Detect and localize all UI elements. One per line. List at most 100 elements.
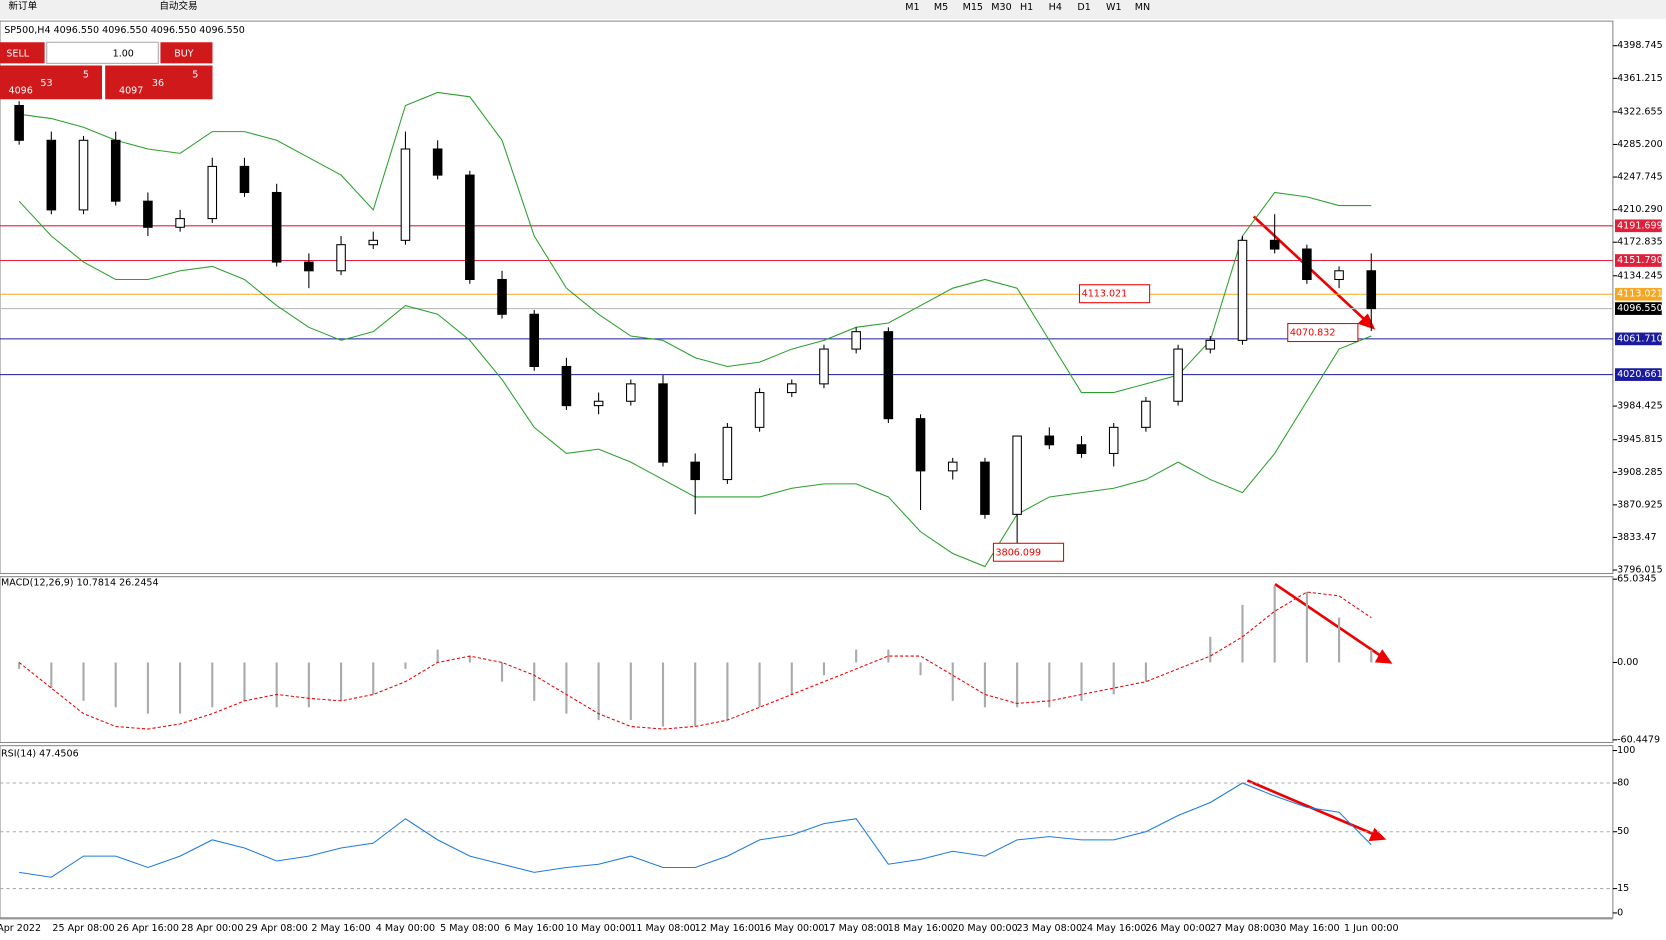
y-tick-label: 3870.925 — [1617, 499, 1663, 510]
timeframe-button[interactable]: M30 — [991, 2, 1011, 13]
main-panel — [0, 20, 1614, 575]
candle-body — [947, 461, 958, 472]
ask-box[interactable] — [105, 65, 213, 100]
timeframe-button[interactable]: H4 — [1049, 2, 1062, 13]
y-tick-label: 80 — [1617, 778, 1629, 789]
timeframe-button[interactable]: M15 — [963, 2, 983, 13]
buy-label[interactable]: BUY — [174, 48, 194, 59]
candle-body — [1334, 270, 1344, 281]
timeframe-button[interactable]: W1 — [1106, 2, 1122, 13]
y-tick-label: 100 — [1617, 745, 1635, 756]
candle-body — [754, 392, 765, 428]
y-tick-label: 3945.815 — [1617, 434, 1663, 445]
level-label: 4096.550 — [1617, 303, 1663, 314]
x-tick-label: 11 May 08:00 — [630, 923, 695, 934]
candle-body — [819, 348, 829, 385]
ask-main: 36 — [152, 78, 164, 89]
level-label: 4020.661 — [1617, 369, 1663, 380]
timeframe-button[interactable]: H1 — [1020, 2, 1033, 13]
x-tick-label: 27 May 08:00 — [1210, 923, 1275, 934]
candle-body — [980, 461, 990, 515]
y-tick-label: 50 — [1617, 826, 1629, 837]
buy-button[interactable] — [160, 42, 213, 64]
y-tick-label: 3908.285 — [1617, 467, 1663, 478]
signal-line — [18, 591, 1372, 730]
bid-box[interactable] — [0, 65, 102, 100]
bollinger-band — [19, 91, 1372, 394]
sell-label[interactable]: SELL — [6, 48, 29, 59]
candle-body — [529, 313, 540, 367]
bid-sup: 5 — [83, 70, 89, 81]
new-order-button[interactable]: 新订单 — [9, 0, 38, 12]
y-tick-label: 4210.290 — [1617, 204, 1663, 215]
candle-body — [465, 174, 475, 281]
candle-body — [46, 139, 57, 211]
y-tick-label: 4398.745 — [1617, 40, 1663, 51]
x-tick-label: 26 May 00:00 — [1145, 923, 1210, 934]
ask-sup: 5 — [192, 70, 198, 81]
x-tick-label: 4 May 00:00 — [376, 923, 435, 934]
x-tick-label: 25 Apr 08:00 — [52, 923, 114, 934]
candle-body — [561, 365, 572, 407]
annotation-box — [1287, 323, 1359, 343]
timeframe-button[interactable]: D1 — [1077, 2, 1090, 13]
x-tick-label: 18 May 16:00 — [888, 923, 953, 934]
candle-body — [722, 426, 733, 481]
candle-body — [883, 331, 894, 420]
lot-input[interactable] — [46, 41, 159, 64]
candle-body — [239, 165, 250, 194]
annotation-box — [1078, 284, 1151, 304]
x-tick-label: 2 May 16:00 — [311, 923, 370, 934]
y-tick-label: 4247.745 — [1617, 172, 1663, 183]
annotation: 4070.832 — [1290, 328, 1336, 339]
auto-trade-button[interactable]: 自动交易 — [159, 0, 197, 12]
x-tick-label: 29 Apr 08:00 — [246, 923, 308, 934]
candle-body — [1076, 444, 1087, 454]
candle-body — [78, 139, 89, 211]
candle-body — [207, 165, 218, 220]
y-tick-label: 15 — [1617, 883, 1629, 894]
candle-body — [786, 383, 797, 394]
level-tag — [1615, 254, 1662, 267]
lot-value[interactable]: 1.00 — [113, 48, 134, 59]
y-tick-label: 3833.47 — [1617, 532, 1656, 543]
y-tick-label: 4134.245 — [1617, 270, 1663, 281]
candle-body — [626, 383, 636, 402]
sell-button[interactable] — [0, 42, 45, 64]
candle-body — [336, 244, 346, 272]
candle-body — [1302, 248, 1312, 281]
candle-body — [658, 383, 668, 463]
x-tick-label: 30 May 16:00 — [1274, 923, 1339, 934]
level-tag — [1615, 368, 1662, 381]
level-tag — [1615, 302, 1662, 315]
rsi-title: RSI(14) 47.4506 — [1, 749, 79, 760]
x-tick-label: 1 Jun 00:00 — [1344, 923, 1399, 934]
timeframe-button[interactable]: MN — [1135, 2, 1150, 13]
y-tick-label: 4285.200 — [1617, 139, 1663, 150]
macd-panel — [0, 576, 1614, 744]
candle-body — [400, 148, 411, 241]
level-label: 4151.790 — [1617, 255, 1663, 266]
candle-body — [110, 139, 121, 202]
timeframe-button[interactable]: M1 — [905, 2, 919, 13]
candle-body — [497, 278, 507, 315]
x-tick-label: Apr 2022 — [0, 923, 41, 934]
x-tick-label: 10 May 00:00 — [566, 923, 631, 934]
y-tick-label: 4172.835 — [1617, 237, 1663, 248]
bid-big: 4096 — [9, 85, 33, 96]
timeframe-button[interactable]: M5 — [934, 2, 948, 13]
candle-body — [1269, 239, 1280, 250]
candle-body — [143, 200, 153, 228]
candle-body — [14, 104, 24, 141]
trade-panel: SELL 1.00 BUY 4096 53 5 4097 36 5 — [0, 41, 213, 100]
candle-body — [271, 191, 282, 263]
macd-title: MACD(12,26,9) 10.7814 26.2454 — [1, 578, 158, 589]
candle-body — [851, 331, 861, 350]
x-tick-label: 17 May 08:00 — [823, 923, 888, 934]
x-tick-label: 6 May 16:00 — [505, 923, 564, 934]
level-label: 4191.699 — [1617, 220, 1663, 231]
candle-body — [1173, 348, 1183, 402]
candle-body — [593, 400, 604, 407]
